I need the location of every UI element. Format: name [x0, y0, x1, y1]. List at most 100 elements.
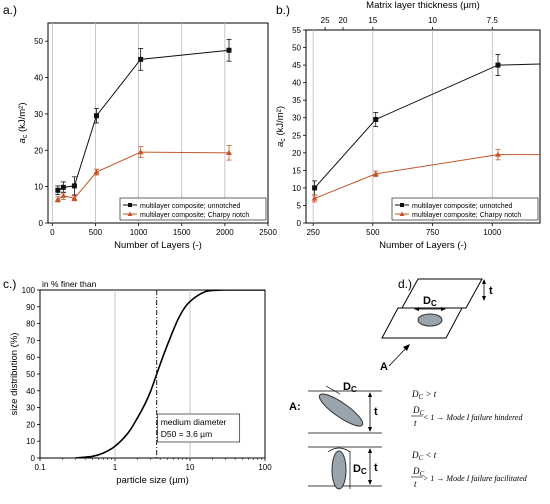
chart-title: in % finer than — [42, 279, 97, 289]
x-tick-label: 500 — [366, 228, 380, 237]
y-tick-label: 50 — [34, 37, 43, 46]
top-tick-label: 7.5 — [487, 16, 499, 25]
y-tick-label: 40 — [34, 74, 43, 83]
y-tick-label: 30 — [292, 114, 301, 123]
chart-b: 250 500 750 1000 0 5 10 15 20 25 30 35 40 45 50 55 Numbe… — [275, 0, 541, 251]
particle-top — [417, 313, 443, 327]
legend-marker — [400, 203, 404, 207]
frac2-rhs: > 1 → Mode I failure facilitated — [423, 474, 528, 483]
data-point-triangle — [226, 149, 233, 156]
x-tick-label: 0.1 — [34, 463, 46, 472]
legend-box — [391, 197, 539, 221]
data-point-square — [60, 184, 66, 190]
panel-label-d: d.) — [398, 277, 412, 291]
y-tick-label: 70 — [26, 336, 35, 345]
frac1-den: t — [414, 418, 417, 428]
legend-label: multilayer composite; unnotched — [140, 203, 240, 210]
data-point-triangle — [54, 196, 61, 202]
cond1-text: DC > t — [411, 389, 437, 401]
y-tick-label: 30 — [26, 404, 35, 413]
y-tick-label: 20 — [292, 149, 301, 158]
series-line — [75, 290, 265, 458]
legend-label: multilayer composite; unnotched — [412, 203, 512, 210]
y-tick-label: 40 — [292, 79, 301, 88]
x-tick-label: 1000 — [483, 228, 501, 237]
top-tick-label: 25 — [321, 16, 330, 25]
series-line — [314, 63, 540, 189]
x-tick-label: 100 — [258, 463, 272, 472]
x-tick-label: 500 — [89, 228, 103, 237]
t-arrow-1-bot — [368, 427, 372, 432]
dc-arrow-top-r — [441, 307, 446, 311]
legend-marker — [399, 211, 405, 216]
y-tick-label: 90 — [26, 303, 35, 312]
x-tick-label: 250 — [306, 228, 320, 237]
data-point-square — [138, 56, 144, 62]
frac2-num: DC — [412, 466, 425, 478]
data-point-triangle — [60, 192, 67, 198]
y-tick-label: 0 — [31, 454, 36, 463]
frac2-den: t — [414, 479, 417, 489]
x-axis-label: particle size (µm) — [116, 475, 189, 486]
d50-annotation-text: medium diameter — [161, 417, 227, 427]
panel-label-c: c.) — [3, 277, 16, 291]
a-colon-label: A: — [289, 401, 301, 413]
y-tick-label: 10 — [292, 184, 301, 193]
series-line — [314, 154, 540, 199]
t-label-1: t — [374, 406, 378, 418]
t-label-top: t — [489, 285, 493, 297]
top-tick-label: 10 — [428, 16, 437, 25]
cond2-text: DC < t — [411, 450, 437, 462]
dc-arrow-1 — [325, 385, 341, 395]
data-point-square — [93, 113, 99, 119]
data-point-square — [495, 62, 501, 68]
y-tick-label: 35 — [292, 96, 301, 105]
legend-label: multilayer composite; Charpy notch — [412, 212, 521, 219]
t-arrow-2-top — [368, 448, 372, 453]
d50-annotation-text: D50 = 3.6 µm — [161, 429, 212, 439]
y-tick-label: 25 — [292, 131, 301, 140]
x-tick-label: 2000 — [216, 228, 234, 237]
y-axis-label: ac (kJ/m²) — [275, 106, 287, 147]
dc-label-top: DC — [423, 295, 437, 308]
chart-a: 0 500 1000 1500 2000 2500 0 10 20 30 40 50 Number of… — [17, 22, 277, 251]
data-point-square — [55, 187, 61, 193]
data-point-triangle — [71, 195, 78, 201]
top-tick-label: 20 — [339, 16, 348, 25]
x-tick-label: 750 — [426, 228, 440, 237]
t-arrow-top-head — [482, 279, 486, 284]
y-tick-label: 80 — [26, 320, 35, 329]
y-tick-label: 10 — [34, 183, 43, 192]
t-label-2: t — [374, 462, 378, 474]
y-tick-label: 20 — [26, 420, 35, 429]
x-tick-label: 1 — [113, 463, 118, 472]
y-tick-label: 60 — [26, 353, 35, 362]
dc-label-1: DC — [343, 381, 357, 394]
diagram-d: t DC A A: DC t DC t DC > t DC t — [289, 278, 528, 490]
y-tick-label: 5 — [297, 201, 302, 210]
x-axis-label: Number of Layers (-) — [379, 240, 467, 251]
plot-area — [47, 22, 269, 224]
t-arrow-1-top — [368, 392, 372, 397]
frac1-num: DC — [412, 405, 425, 417]
plot-area — [305, 29, 541, 224]
y-tick-label: 40 — [26, 387, 35, 396]
y-tick-label: 50 — [292, 44, 301, 53]
panel-label-b: b.) — [276, 3, 290, 17]
x-tick-label: 1000 — [130, 228, 148, 237]
top-axis-label: Matrix layer thickness (µm) — [366, 0, 480, 11]
frac1-rhs: < 1 → Mode I failure hindered — [423, 413, 523, 422]
y-tick-label: 0 — [297, 219, 302, 228]
y-tick-label: 100 — [22, 286, 36, 295]
particle-upright — [331, 450, 347, 490]
x-tick-label: 10 — [186, 463, 195, 472]
d50-annotation-box — [157, 413, 241, 443]
y-axis-label: size distribution (%) — [9, 333, 20, 416]
top-tick-label: 15 — [368, 16, 377, 25]
y-tick-label: 55 — [292, 26, 301, 35]
x-tick-label: 0 — [50, 228, 55, 237]
y-tick-label: 45 — [292, 61, 301, 70]
legend-label: multilayer composite; Charpy notch — [140, 212, 249, 219]
dc-arrow-top-l — [414, 307, 419, 311]
t-arrow-top-tail — [482, 296, 486, 301]
